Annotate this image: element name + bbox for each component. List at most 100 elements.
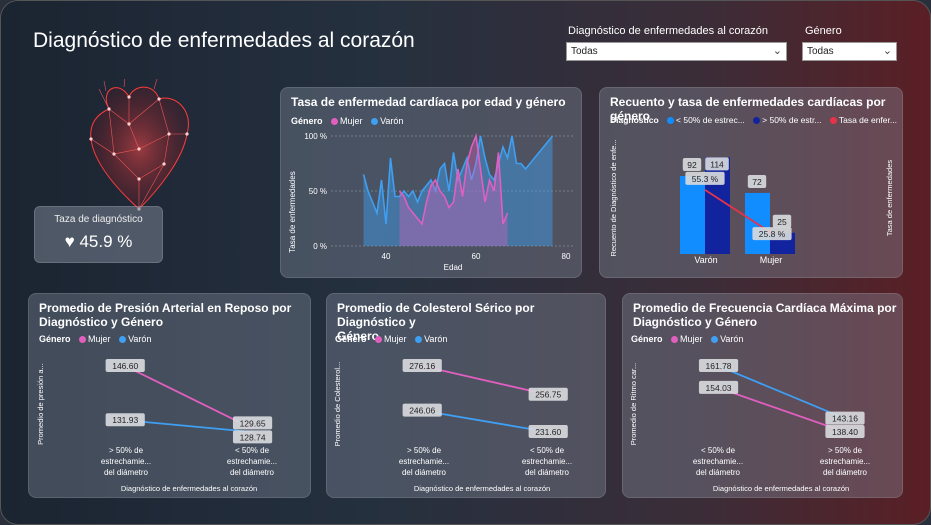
diagnosis-slicer-value: Todas bbox=[571, 46, 598, 57]
legend-varon-dot bbox=[371, 118, 379, 126]
diagnosis-rate-card: Taza de diagnóstico ♥ 45.9 % bbox=[34, 206, 163, 263]
count-ylabel-right: Tasa de enfermedades bbox=[885, 160, 894, 237]
bp-xlabel: Diagnóstico de enfermedades al corazón bbox=[121, 484, 257, 493]
chol-chart-title-2: Género bbox=[337, 329, 380, 343]
hr-chart-legend: Género Mujer Varón bbox=[631, 334, 744, 344]
bar-label-gt50-varon: 114 bbox=[710, 159, 724, 169]
diagnosis-slicer[interactable]: Todas ⌄ bbox=[566, 42, 787, 61]
bp-cat-label: > 50% de bbox=[109, 446, 144, 455]
chol-ylabel: Promedio de Colesterol... bbox=[333, 362, 342, 447]
gender-slicer-label: Género bbox=[805, 25, 842, 37]
chol-chart-legend: Género Mujer Varón bbox=[335, 334, 448, 344]
chol-cat-label: estrechamie... bbox=[399, 457, 449, 466]
chol-label-varon-a: 246.06 bbox=[409, 406, 435, 416]
hr-chart: Promedio de Ritmo car... 154.03 161.78 138… bbox=[629, 359, 870, 493]
age-line-mujer bbox=[398, 132, 509, 226]
bp-chart-title-2: Diagnóstico y Género bbox=[39, 315, 164, 329]
chol-cat-label: estrechamie... bbox=[522, 457, 572, 466]
bp-chart-legend: Género Mujer Varón bbox=[39, 334, 152, 344]
chol-chart-panel: Promedio de Colesterol Sérico por Diagnó… bbox=[326, 293, 606, 498]
rate-label-mujer: 25.8 % bbox=[759, 229, 786, 239]
hr-cat-label: < 50% de bbox=[701, 446, 736, 455]
chol-cat-label: > 50% de bbox=[407, 446, 442, 455]
page-title: Diagnóstico de enfermedades al corazón bbox=[33, 29, 415, 52]
bp-label-varon-b: 128.74 bbox=[240, 432, 266, 442]
gender-slicer[interactable]: Todas ⌄ bbox=[802, 42, 897, 61]
hr-cat-label: del diámetro bbox=[696, 468, 741, 477]
bp-line-varon bbox=[125, 419, 253, 433]
age-ylabel: Tasa de enfermedades bbox=[288, 171, 297, 252]
age-chart: Tasa de enfermedades Edad 100 % 50 % 0 %… bbox=[288, 132, 573, 272]
bp-cat-label: del diámetro bbox=[104, 468, 149, 477]
hr-chart-title-1: Promedio de Frecuencia Cardíaca Máxima p… bbox=[633, 301, 897, 315]
hr-cat-label: > 50% de bbox=[828, 446, 863, 455]
chol-label-varon-b-box bbox=[528, 425, 568, 438]
chol-label-mujer-a-box bbox=[402, 359, 442, 372]
hr-label-varon-a-box bbox=[698, 359, 739, 372]
hr-label-mujer-b: 138.40 bbox=[832, 427, 858, 437]
bp-cat-label: < 50% de bbox=[235, 446, 270, 455]
diagnosis-rate-value: 45.9 % bbox=[79, 232, 133, 251]
hr-label-varon-a: 161.78 bbox=[706, 361, 732, 371]
count-cat-varon: Varón bbox=[694, 255, 717, 265]
hr-cat-label: del diámetro bbox=[823, 468, 868, 477]
hr-line-mujer bbox=[718, 387, 846, 433]
age-xtick: 40 bbox=[382, 252, 391, 261]
hr-label-varon-b: 143.16 bbox=[832, 414, 858, 424]
bp-label-mujer-b: 129.65 bbox=[240, 418, 266, 428]
chol-xlabel: Diagnóstico de enfermedades al corazón bbox=[414, 484, 550, 493]
chol-label-mujer-a: 276.16 bbox=[409, 361, 435, 371]
age-chart-title: Tasa de enfermedad cardíaca por edad y g… bbox=[291, 95, 566, 109]
bp-cat-label: estrechamie... bbox=[101, 457, 151, 466]
hr-chart-panel: Promedio de Frecuencia Cardíaca Máxima p… bbox=[622, 293, 903, 498]
chol-line-mujer bbox=[421, 365, 549, 396]
bp-label-varon-b-box bbox=[232, 430, 273, 444]
bp-label-mujer-a: 146.60 bbox=[112, 361, 138, 371]
rate-label-mujer-box bbox=[752, 227, 792, 241]
rate-label-varon-box bbox=[685, 171, 725, 185]
legend-mujer-dot bbox=[331, 118, 339, 126]
age-ytick: 0 % bbox=[313, 242, 327, 251]
count-chart: Recuento de Diagnóstico de enfe... Tasa … bbox=[609, 139, 894, 265]
hr-label-mujer-b-box bbox=[825, 425, 865, 438]
age-line-varon bbox=[362, 135, 554, 225]
age-chart-legend: Género Mujer Varón bbox=[291, 116, 404, 126]
chol-chart-title-1: Promedio de Colesterol Sérico por Diagnó… bbox=[337, 301, 535, 329]
hr-label-varon-b-box bbox=[825, 411, 865, 425]
age-xlabel: Edad bbox=[444, 263, 463, 272]
count-ylabel-left: Recuento de Diagnóstico de enfe... bbox=[609, 139, 618, 256]
bar-label-lt50-varon: 92 bbox=[687, 160, 697, 170]
hr-ylabel: Promedio de Ritmo car... bbox=[629, 363, 638, 446]
hr-label-mujer-a: 154.03 bbox=[706, 383, 732, 393]
age-area-mujer bbox=[399, 136, 508, 246]
chol-cat-label: < 50% de bbox=[530, 446, 565, 455]
heart-illustration bbox=[89, 79, 189, 211]
hr-cat-label: estrechamie... bbox=[820, 457, 870, 466]
bar-lt50-varon bbox=[680, 175, 705, 254]
bp-chart-panel: Promedio de Presión Arterial en Reposo p… bbox=[28, 293, 311, 498]
chol-label-mujer-b-box bbox=[528, 387, 568, 401]
hr-cat-label: estrechamie... bbox=[693, 457, 743, 466]
count-chart-legend: Diagnóstico < 50% de estrec... > 50% de … bbox=[610, 115, 897, 125]
chol-label-varon-b: 231.60 bbox=[535, 427, 561, 437]
hr-line-varon bbox=[718, 365, 846, 420]
bp-ylabel: Promedio de presión a... bbox=[36, 363, 45, 445]
hr-chart-title-2: Diagnóstico y Género bbox=[633, 315, 758, 329]
chol-label-varon-a-box bbox=[402, 403, 442, 417]
hr-label-mujer-a-box bbox=[698, 380, 739, 394]
count-chart-panel: Recuento y tasa de enfermedades cardíaca… bbox=[599, 87, 903, 278]
rate-label-varon: 55.3 % bbox=[692, 174, 719, 184]
bp-cat-label: estrechamie... bbox=[227, 457, 277, 466]
age-xtick: 80 bbox=[562, 252, 571, 261]
rate-line bbox=[704, 189, 771, 233]
chol-cat-label: del diámetro bbox=[525, 468, 570, 477]
bar-label-gt50-mujer: 25 bbox=[777, 217, 787, 227]
hr-xlabel: Diagnóstico de enfermedades al corazón bbox=[713, 484, 849, 493]
bar-label-lt50-mujer-box bbox=[747, 174, 767, 188]
diagnosis-rate-label: Taza de diagnóstico bbox=[54, 214, 143, 225]
age-ytick: 50 % bbox=[309, 187, 327, 196]
chol-label-mujer-b: 256.75 bbox=[535, 390, 561, 400]
bp-label-mujer-b-box bbox=[232, 416, 273, 430]
bp-label-varon-a-box bbox=[105, 413, 145, 427]
